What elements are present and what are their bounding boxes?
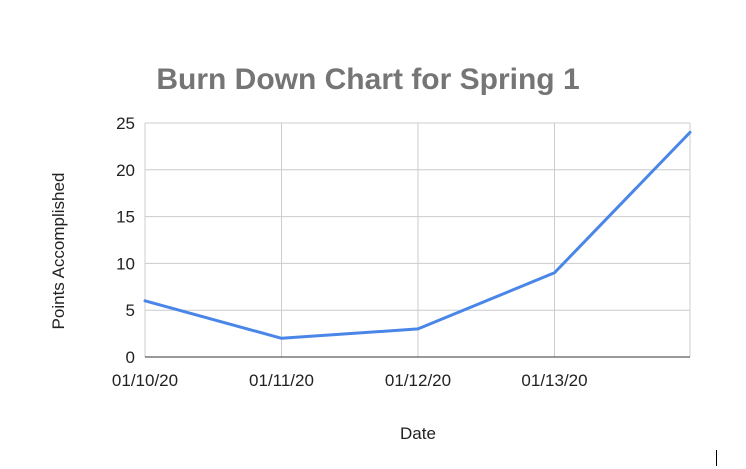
y-tick-label-10: 10 xyxy=(116,254,135,273)
x-tick-label-01-10-20: 01/10/20 xyxy=(112,371,178,390)
text-cursor xyxy=(716,450,717,466)
y-axis-tick-labels: 0 5 10 15 20 25 xyxy=(116,114,135,367)
x-tick-label-01-11-20: 01/11/20 xyxy=(249,371,314,390)
y-tick-label-5: 5 xyxy=(126,301,135,320)
y-tick-label-25: 25 xyxy=(116,114,135,133)
x-axis-title: Date xyxy=(400,424,436,443)
chart-gridlines xyxy=(144,122,691,357)
chart-series xyxy=(143,130,692,340)
y-axis-title: Points Accomplished xyxy=(49,173,68,330)
y-tick-label-15: 15 xyxy=(116,208,135,227)
chart-title: Burn Down Chart for Spring 1 xyxy=(156,63,579,96)
x-axis-tick-labels: 01/10/20 01/11/20 01/12/20 01/13/20 xyxy=(112,371,588,390)
x-tick-label-01-12-20: 01/12/20 xyxy=(385,371,451,390)
x-tick-label-01-13-20: 01/13/20 xyxy=(521,371,587,390)
y-tick-label-0: 0 xyxy=(126,348,135,367)
y-tick-label-20: 20 xyxy=(116,161,135,180)
